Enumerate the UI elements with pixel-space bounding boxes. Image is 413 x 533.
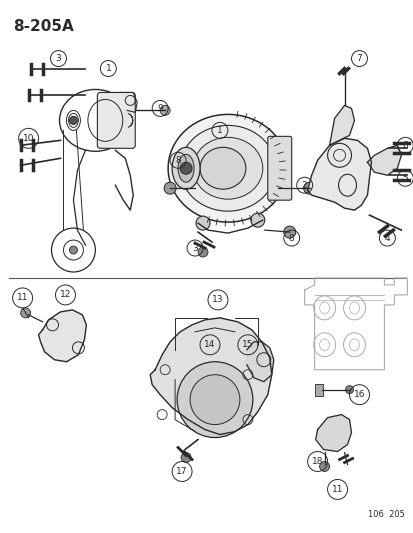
Text: 8: 8 xyxy=(175,156,180,165)
Text: 17: 17 xyxy=(176,467,188,476)
Text: 5: 5 xyxy=(401,174,407,183)
Ellipse shape xyxy=(172,147,199,189)
Circle shape xyxy=(164,182,176,194)
Text: 6: 6 xyxy=(401,141,407,150)
Circle shape xyxy=(250,213,264,227)
Text: 10: 10 xyxy=(23,134,34,143)
Circle shape xyxy=(180,162,192,174)
Polygon shape xyxy=(367,146,400,175)
Bar xyxy=(314,384,322,395)
Text: 11: 11 xyxy=(17,294,28,302)
Text: 11: 11 xyxy=(331,485,342,494)
Text: 4: 4 xyxy=(384,233,389,243)
Circle shape xyxy=(197,247,207,257)
Text: 15: 15 xyxy=(242,340,253,349)
Text: 1: 1 xyxy=(216,126,222,135)
Circle shape xyxy=(345,386,353,394)
Circle shape xyxy=(319,462,329,472)
Circle shape xyxy=(69,116,77,124)
Ellipse shape xyxy=(180,125,275,211)
Polygon shape xyxy=(150,318,271,434)
Text: 8: 8 xyxy=(288,233,294,243)
Text: 13: 13 xyxy=(212,295,223,304)
Ellipse shape xyxy=(199,147,245,189)
Text: 9: 9 xyxy=(157,104,163,113)
Text: 2: 2 xyxy=(301,181,307,190)
Circle shape xyxy=(177,362,252,438)
Ellipse shape xyxy=(168,115,287,222)
Polygon shape xyxy=(38,310,86,362)
Text: 7: 7 xyxy=(356,54,361,63)
Text: 16: 16 xyxy=(353,390,364,399)
Polygon shape xyxy=(329,106,354,146)
FancyBboxPatch shape xyxy=(97,92,135,148)
Text: 12: 12 xyxy=(59,290,71,300)
Text: 18: 18 xyxy=(311,457,323,466)
Polygon shape xyxy=(246,342,273,382)
Text: 3: 3 xyxy=(192,244,197,253)
Ellipse shape xyxy=(71,116,76,124)
Circle shape xyxy=(303,182,315,194)
Circle shape xyxy=(180,453,190,463)
Ellipse shape xyxy=(192,138,262,199)
Text: 1: 1 xyxy=(105,64,111,73)
Text: 8-205A: 8-205A xyxy=(13,19,73,34)
FancyBboxPatch shape xyxy=(267,136,291,200)
Circle shape xyxy=(190,375,239,425)
Circle shape xyxy=(283,226,295,238)
Text: 3: 3 xyxy=(55,54,61,63)
Circle shape xyxy=(196,216,209,230)
Ellipse shape xyxy=(178,154,194,182)
Polygon shape xyxy=(307,139,370,210)
Circle shape xyxy=(69,246,77,254)
Circle shape xyxy=(160,106,170,116)
Circle shape xyxy=(21,308,31,318)
Polygon shape xyxy=(315,415,351,451)
Text: 14: 14 xyxy=(204,340,215,349)
Text: 106  205: 106 205 xyxy=(368,510,404,519)
